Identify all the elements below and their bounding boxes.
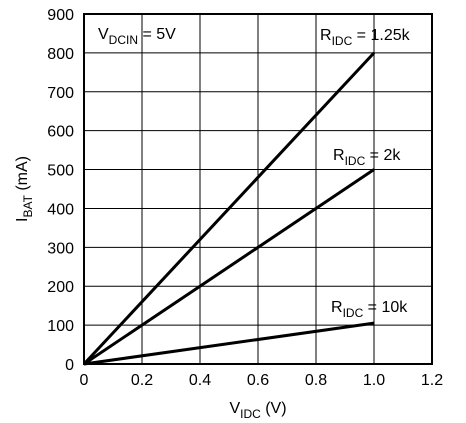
x-axis-label: VIDC (V) <box>229 400 286 421</box>
x-tick-label: 0.4 <box>189 372 211 389</box>
x-tick-label: 0.8 <box>305 372 327 389</box>
plot-frame <box>83 13 433 365</box>
x-tick-label: 0.2 <box>131 372 153 389</box>
condition-label: VDCIN = 5V <box>98 26 176 47</box>
y-tick-label: 200 <box>47 279 74 296</box>
series-label: RIDC = 10k <box>331 299 408 320</box>
series-label: RIDC = 2k <box>333 147 401 168</box>
y-tick-label: 500 <box>47 163 74 180</box>
x-tick-labels: 0 0.2 0.4 0.6 0.8 1.0 1.2 <box>80 372 444 389</box>
x-tick-label: 1.0 <box>363 372 385 389</box>
y-tick-label: 100 <box>47 318 74 335</box>
series-lines <box>82 51 376 366</box>
series-label: RIDC = 1.25k <box>320 27 411 48</box>
x-tick-label: 0.6 <box>247 372 269 389</box>
labels: RIDC = 1.25k RIDC = 2k RIDC = 10k VDCIN = 5… <box>14 26 411 421</box>
y-tick-labels: 0 100 200 300 400 500 600 700 800 900 <box>47 7 74 374</box>
y-tick-label: 400 <box>47 201 74 218</box>
y-tick-label: 0 <box>65 357 74 374</box>
x-tick-label: 1.2 <box>421 372 443 389</box>
y-tick-label: 700 <box>47 85 74 102</box>
series-line <box>83 321 375 366</box>
y-tick-label: 600 <box>47 124 74 141</box>
y-tick-label: 300 <box>47 240 74 257</box>
y-axis-label: IBAT (mA) <box>14 156 35 222</box>
y-tick-label: 900 <box>47 7 74 24</box>
y-tick-label: 800 <box>47 46 74 63</box>
series-line <box>83 168 375 366</box>
x-tick-label: 0 <box>80 372 89 389</box>
series-line <box>82 51 376 366</box>
